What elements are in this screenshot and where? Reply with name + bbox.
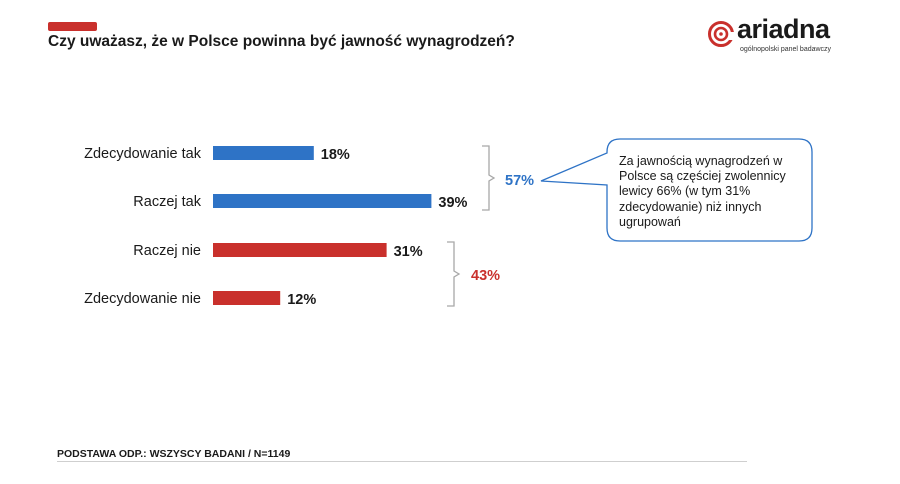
callout-outline — [540, 138, 813, 242]
chart-title: Czy uważasz, że w Polsce powinna być jaw… — [48, 33, 515, 50]
sample-base-note: PODSTAWA ODP.: WSZYSCY BADANI / N=1149 — [57, 448, 291, 460]
category-label: Raczej nie — [133, 243, 201, 259]
value-label: 18% — [321, 147, 350, 163]
footer-divider — [57, 461, 747, 462]
value-label: 39% — [438, 195, 467, 211]
bar — [213, 194, 432, 208]
ariadna-logo: ariadna ogólnopolski panel badawczy — [707, 14, 847, 60]
group-bracket — [447, 241, 461, 307]
value-label: 31% — [394, 244, 423, 260]
category-label: Raczej tak — [133, 194, 201, 210]
logo-tagline: ogólnopolski panel badawczy — [740, 46, 832, 53]
bar — [213, 146, 314, 160]
group-total-label: 57% — [505, 173, 534, 189]
header-accent-bar — [48, 22, 97, 31]
logo-wordmark: ariadna — [737, 14, 830, 44]
category-label: Zdecydowanie tak — [84, 146, 202, 162]
callout-annotation: Za jawnością wynagrodzeń w Polsce są czę… — [619, 154, 786, 229]
bar — [213, 291, 281, 305]
group-bracket — [482, 145, 496, 211]
value-label: 12% — [287, 292, 316, 308]
category-label: Zdecydowanie nie — [84, 291, 201, 307]
ariadna-spiral-logo-icon — [708, 21, 735, 47]
group-total-label: 43% — [471, 268, 500, 284]
bar — [213, 243, 387, 257]
